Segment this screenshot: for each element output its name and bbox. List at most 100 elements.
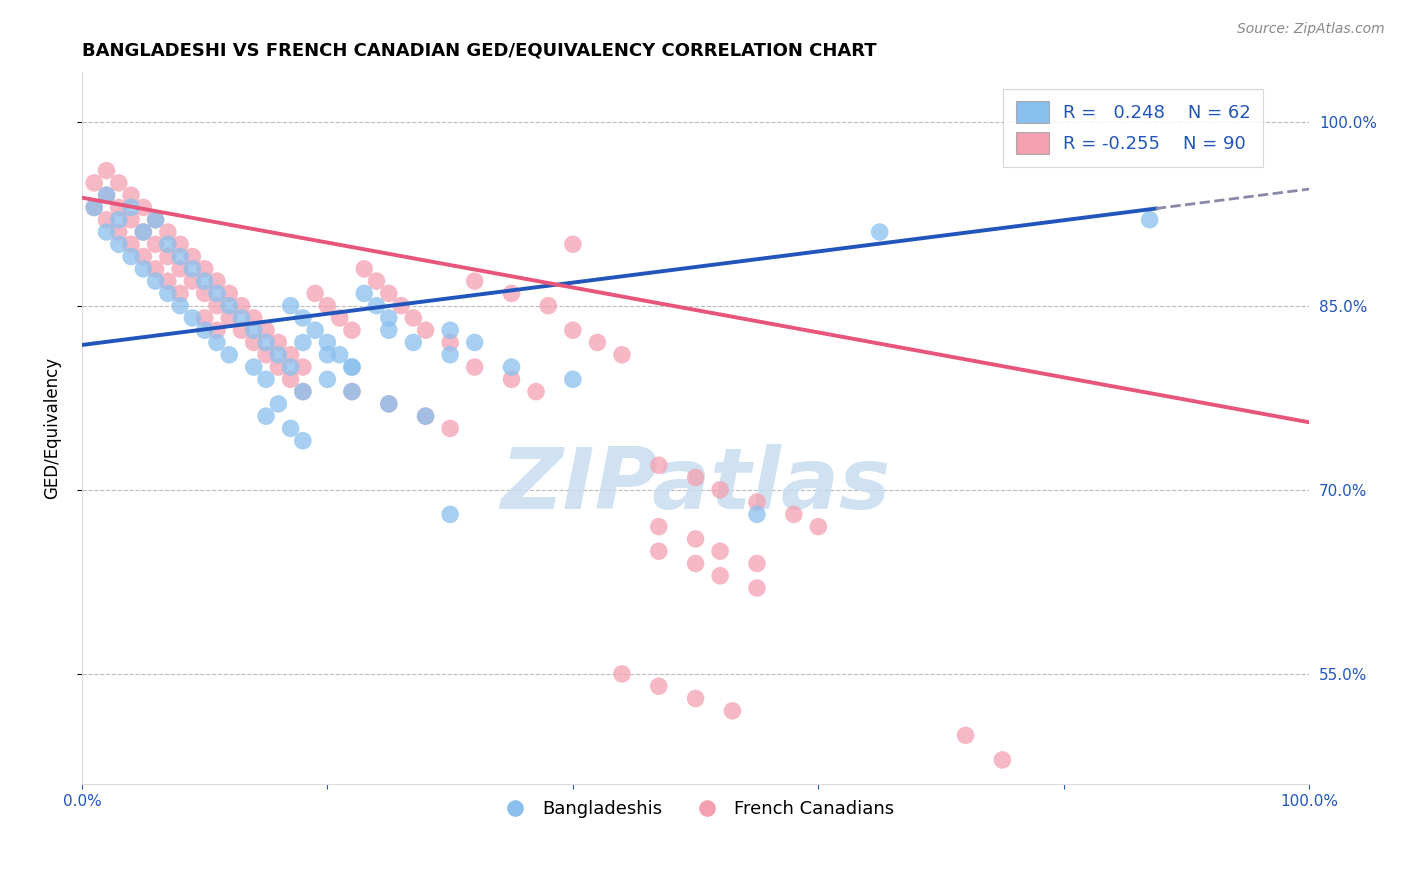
Point	[96, 225, 118, 239]
Point	[242, 323, 264, 337]
Point	[561, 323, 583, 337]
Point	[340, 384, 363, 399]
Point	[291, 434, 314, 448]
Point	[120, 250, 142, 264]
Point	[107, 237, 129, 252]
Point	[316, 299, 339, 313]
Point	[869, 225, 891, 239]
Point	[120, 188, 142, 202]
Point	[291, 310, 314, 325]
Point	[439, 421, 461, 435]
Point	[316, 335, 339, 350]
Point	[267, 359, 290, 374]
Point	[648, 544, 671, 558]
Point	[709, 568, 731, 582]
Point	[181, 274, 204, 288]
Point	[132, 250, 155, 264]
Point	[501, 359, 523, 374]
Point	[329, 348, 352, 362]
Point	[501, 372, 523, 386]
Point	[194, 261, 217, 276]
Point	[329, 310, 352, 325]
Point	[181, 310, 204, 325]
Point	[145, 261, 167, 276]
Point	[194, 274, 217, 288]
Point	[96, 188, 118, 202]
Point	[254, 335, 277, 350]
Point	[145, 212, 167, 227]
Point	[145, 212, 167, 227]
Point	[218, 299, 240, 313]
Point	[316, 348, 339, 362]
Legend: Bangladeshis, French Canadians: Bangladeshis, French Canadians	[489, 793, 901, 825]
Point	[291, 359, 314, 374]
Text: Source: ZipAtlas.com: Source: ZipAtlas.com	[1237, 22, 1385, 37]
Point	[291, 384, 314, 399]
Point	[96, 188, 118, 202]
Point	[254, 348, 277, 362]
Point	[156, 237, 179, 252]
Point	[132, 225, 155, 239]
Point	[340, 323, 363, 337]
Point	[242, 359, 264, 374]
Point	[120, 201, 142, 215]
Point	[955, 728, 977, 742]
Point	[721, 704, 744, 718]
Point	[745, 495, 768, 509]
Point	[205, 299, 228, 313]
Point	[96, 212, 118, 227]
Point	[231, 323, 253, 337]
Point	[169, 299, 191, 313]
Point	[231, 310, 253, 325]
Point	[745, 557, 768, 571]
Point	[83, 176, 105, 190]
Point	[280, 299, 302, 313]
Point	[353, 261, 375, 276]
Point	[439, 335, 461, 350]
Point	[280, 348, 302, 362]
Point	[291, 335, 314, 350]
Point	[340, 359, 363, 374]
Point	[685, 691, 707, 706]
Point	[316, 372, 339, 386]
Point	[107, 201, 129, 215]
Point	[685, 532, 707, 546]
Point	[267, 335, 290, 350]
Point	[205, 323, 228, 337]
Point	[648, 458, 671, 473]
Point	[156, 225, 179, 239]
Point	[156, 250, 179, 264]
Point	[169, 286, 191, 301]
Point	[402, 335, 425, 350]
Point	[378, 397, 401, 411]
Point	[561, 372, 583, 386]
Y-axis label: GED/Equivalency: GED/Equivalency	[44, 358, 60, 500]
Point	[156, 286, 179, 301]
Point	[205, 274, 228, 288]
Point	[610, 348, 633, 362]
Point	[194, 323, 217, 337]
Point	[586, 335, 609, 350]
Point	[218, 310, 240, 325]
Point	[194, 286, 217, 301]
Point	[242, 310, 264, 325]
Point	[415, 409, 437, 424]
Point	[340, 384, 363, 399]
Point	[132, 201, 155, 215]
Point	[156, 274, 179, 288]
Point	[709, 483, 731, 497]
Point	[205, 286, 228, 301]
Point	[145, 274, 167, 288]
Point	[120, 212, 142, 227]
Point	[83, 201, 105, 215]
Point	[524, 384, 547, 399]
Point	[181, 261, 204, 276]
Point	[254, 323, 277, 337]
Point	[464, 274, 486, 288]
Point	[366, 299, 388, 313]
Point	[991, 753, 1014, 767]
Point	[242, 335, 264, 350]
Point	[218, 286, 240, 301]
Point	[280, 372, 302, 386]
Point	[280, 421, 302, 435]
